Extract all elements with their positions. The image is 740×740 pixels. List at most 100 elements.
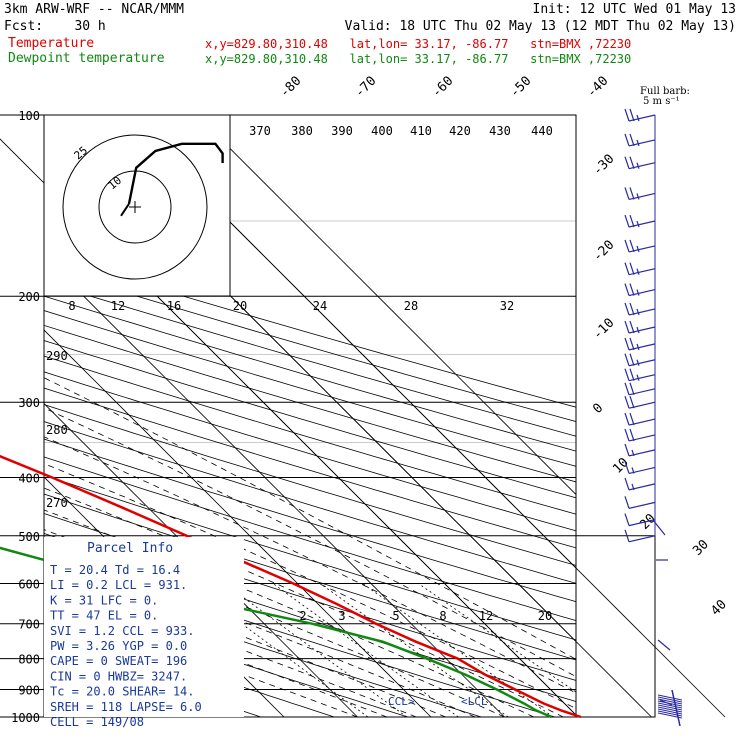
dry-adiabat [44,404,576,566]
theta-label-top: 430 [489,124,511,138]
mixing-ratio-label: 12 [479,609,493,623]
surface-barb-cluster [657,689,683,727]
full-barb-note: Full barb: [640,86,690,97]
surface-barb-line [657,696,683,703]
init-time: Init: 12 UTC Wed 01 May 13 [532,2,737,17]
speed-scale-label: 20 [233,299,247,313]
surface-barb-line [657,700,683,707]
barb-half-feather [636,289,640,296]
hodograph-ring-outer [62,134,208,280]
wind-barb [624,133,656,147]
moist-adiabat [44,577,417,717]
barb-shaft [628,519,656,527]
isotherm-label: 0 [590,401,606,417]
dry-adiabat [44,421,576,584]
barb-feather [629,368,635,381]
isotherm-label: -70 [352,74,379,101]
dry-adiabat [44,281,576,437]
pressure-label-900: 900 [18,683,40,697]
model-title: 3km ARW-WRF -- NCAR/MMM [4,2,185,17]
mixing-ratio-label: 2 [299,609,306,623]
barb-feather [624,353,630,366]
barb-feather [624,496,630,509]
speed-scale-label: 12 [111,299,125,313]
wind-barb [624,353,656,367]
barb-half-feather [636,268,640,275]
barb-half-feather [636,343,640,351]
moist-adiabat [44,562,446,717]
pressure-label-1000: 1000 [11,711,40,725]
hodograph-trace [127,142,224,205]
barb-shaft [628,501,656,509]
wind-barb [624,443,656,457]
wind-barb [624,513,656,527]
speed-scale-label: 16 [167,299,181,313]
parcel-info-row: SVI = 1.2 CCL = 933. [50,624,195,638]
dry-adiabat [44,456,576,621]
barb-feather [624,156,630,169]
dewpoint-legend-label: Dewpoint temperature [8,51,165,66]
surface-barb-line [657,704,683,711]
isotherm-label: 30 [690,537,712,559]
barb-feather [624,513,630,526]
wind-barb [624,187,656,201]
barb-feather [629,320,635,334]
dry-adiabat [44,574,482,717]
isotherm-label: 20 [637,511,659,533]
barb-half-feather [636,193,640,200]
parcel-info-box: Parcel Info T = 20.4 Td = 16.4LI = 0.2 LC… [44,537,244,729]
wind-barb [624,156,656,170]
barb-feather [629,262,635,275]
wind-barb [624,108,656,122]
parcel-box-bg [44,537,244,717]
speed-scale-label: 32 [500,299,514,313]
barb-feather [624,412,630,426]
barb-half-feather [631,483,635,491]
mixing-ratio-label: 3 [338,609,345,623]
barb-unit-note: 5 m s⁻¹ [643,96,680,107]
barb-feather [624,337,630,351]
isotherm-line [44,255,505,717]
barb-feather [629,283,635,296]
isotherm-label: 10 [610,455,632,477]
barb-feather [629,214,635,228]
speed-scale-label: 8 [68,299,75,313]
pressure-label-600: 600 [18,577,40,591]
barb-feather [624,461,630,474]
barb-feather [624,133,630,147]
theta-label-top: 400 [371,124,393,138]
barb-feather [629,396,635,409]
lower-extension-frame [576,535,656,718]
barb-feather [624,320,630,334]
dewpoint-location: x,y=829.80,310.48 lat,lon= 33.17, -86.77… [205,52,632,66]
isotherm-label: -50 [507,74,534,101]
lower-wind-barb [652,519,666,536]
dry-adiabat [44,596,408,717]
wind-barb [624,283,656,297]
parcel-info-row: T = 20.4 Td = 16.4 [50,563,180,577]
speed-scale-label: 24 [313,299,327,313]
barb-feather [629,133,635,147]
barb-half-feather [636,245,640,253]
mixing-ratio-line [224,583,408,717]
surface-barb-shaft [671,689,681,727]
isotherm-label: -20 [590,238,617,265]
wind-barb [624,368,656,382]
speed-scale-label: 28 [404,299,418,313]
barb-feather [624,529,630,542]
dry-adiabat [44,324,576,483]
surface-barb-line [657,694,683,701]
parcel-info-row: TT = 47 EL = 0. [50,609,158,623]
wind-barb [624,262,656,276]
barb-half-feather [636,359,640,366]
parcel-info-row: SREH = 118 LAPSE= 6.0 [50,700,202,714]
temperature-profile [0,454,582,719]
pressure-label-700: 700 [18,618,40,632]
wind-barb [624,337,656,351]
parcel-info-row: CELL = 149/08 [50,715,144,729]
mixing-ratio-line [418,583,576,693]
moist-adiabat [44,436,576,694]
barb-feather [629,382,635,396]
barb-half-feather [636,114,640,122]
wind-barb [624,382,656,396]
